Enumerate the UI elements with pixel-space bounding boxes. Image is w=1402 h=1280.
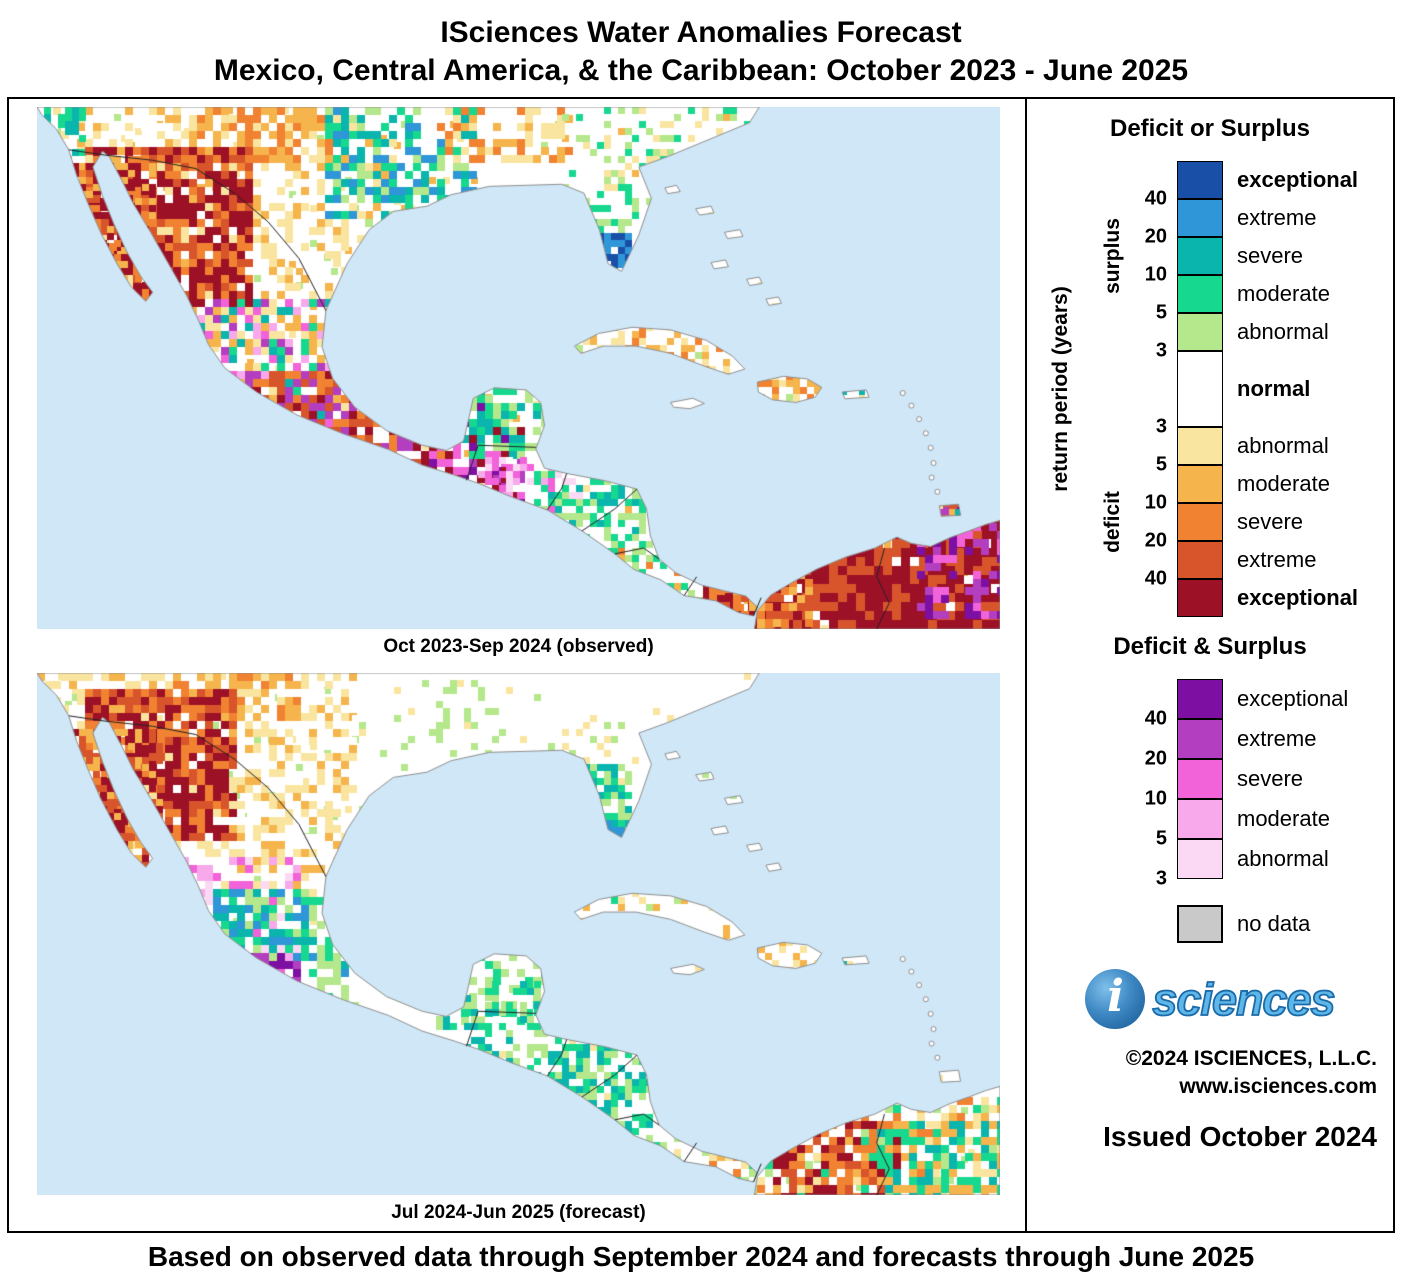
legend-tick-20: 20 (1144, 225, 1167, 248)
legend-swatch-abnormal (1177, 313, 1223, 351)
legend-swatch-extreme (1177, 541, 1223, 579)
legend-label-abnormal: abnormal (1237, 433, 1329, 458)
title-line-2: Mexico, Central America, & the Caribbean… (213, 53, 1189, 87)
no-data-swatch (1177, 905, 1223, 943)
legend-label-moderate: moderate (1237, 806, 1330, 831)
deficit-and-surplus-legend-title: Deficit & Surplus (1113, 633, 1307, 660)
legend-tick-10: 10 (1144, 787, 1167, 810)
deficit-or-surplus-scale: exceptional extreme severe moderate abnormal… (1027, 161, 1393, 617)
logo-i-glyph: i (1107, 970, 1124, 1022)
legend-label-moderate: moderate (1237, 471, 1330, 496)
legend-swatch-exceptional (1177, 579, 1223, 617)
legend-swatch-severe (1177, 759, 1223, 799)
legend-tick-10: 10 (1144, 263, 1167, 286)
copyright-text: ©2024 ISCIENCES, L.L.C. (1125, 1047, 1377, 1070)
observed-map-block: Oct 2023-Sep 2024 (observed) (9, 107, 1025, 665)
legend-swatch-exceptional (1177, 161, 1223, 199)
legend-tick-3: 3 (1155, 339, 1167, 362)
legend-swatch-abnormal (1177, 427, 1223, 465)
legend-label-abnormal: abnormal (1237, 319, 1329, 344)
isciences-logo-text: sciences (1152, 973, 1337, 1025)
content-frame: Oct 2023-Sep 2024 (observed) Jul 2024-Ju… (7, 97, 1395, 1233)
legend-swatch-exceptional (1177, 679, 1223, 719)
observed-map-caption: Oct 2023-Sep 2024 (observed) (383, 636, 654, 657)
deficit-section-label: deficit (1101, 491, 1124, 553)
observed-anomaly-map (37, 107, 1000, 629)
legend-tick-40: 40 (1144, 187, 1167, 210)
title-line-1: ISciences Water Anomalies Forecast (440, 16, 962, 49)
forecast-map-block: Jul 2024-Jun 2025 (forecast) (9, 673, 1025, 1231)
no-data-legend: no data (1027, 905, 1393, 943)
legend-label-exceptional: exceptional (1237, 585, 1359, 610)
legend-swatch-severe (1177, 503, 1223, 541)
legend-label-normal: normal (1237, 376, 1311, 401)
legend-swatch-normal (1177, 351, 1223, 427)
footer-note: Based on observed data through September… (147, 1241, 1255, 1272)
legend-label-severe: severe (1237, 766, 1304, 791)
page-title: ISciences Water Anomalies Forecast Mexic… (0, 0, 1402, 89)
forecast-map-caption: Jul 2024-Jun 2025 (forecast) (391, 1202, 646, 1223)
return-period-axis-label: return period (years) (1049, 286, 1072, 492)
legend-tick-3: 3 (1155, 867, 1167, 890)
no-data-label: no data (1237, 911, 1311, 936)
legend-label-extreme: extreme (1237, 547, 1317, 572)
legend-swatch-extreme (1177, 719, 1223, 759)
legend-label-extreme: extreme (1237, 726, 1317, 751)
deficit-and-surplus-scale: exceptional extreme severe moderate abnormal… (1027, 679, 1393, 890)
deficit-or-surplus-legend-title: Deficit or Surplus (1109, 115, 1311, 142)
legend-label-extreme: extreme (1237, 205, 1317, 230)
legend-label-moderate: moderate (1237, 281, 1330, 306)
legend-tick-5: 5 (1155, 827, 1167, 850)
issued-date: Issued October 2024 (1103, 1121, 1377, 1152)
legend-tick-5: 5 (1155, 301, 1167, 324)
forecast-anomaly-map (37, 673, 1000, 1195)
legend-swatch-moderate (1177, 275, 1223, 313)
legend-label-severe: severe (1237, 243, 1304, 268)
legend-tick-20: 20 (1144, 529, 1167, 552)
legend-swatch-moderate (1177, 465, 1223, 503)
isciences-logo: i sciences (1027, 969, 1393, 1029)
legend-tick-20: 20 (1144, 747, 1167, 770)
legend-label-abnormal: abnormal (1237, 846, 1329, 871)
legend-swatch-moderate (1177, 799, 1223, 839)
maps-column: Oct 2023-Sep 2024 (observed) Jul 2024-Ju… (9, 99, 1027, 1231)
legend-label-severe: severe (1237, 509, 1304, 534)
legend-tick-5: 5 (1155, 453, 1167, 476)
surplus-section-label: surplus (1101, 218, 1124, 294)
website-link[interactable]: www.isciences.com (1179, 1075, 1377, 1098)
legend-swatch-abnormal (1177, 839, 1223, 879)
legend-tick-3: 3 (1155, 415, 1167, 438)
legend-label-exceptional: exceptional (1237, 686, 1349, 711)
legend-tick-10: 10 (1144, 491, 1167, 514)
legend-tick-40: 40 (1144, 707, 1167, 730)
legend-swatch-severe (1177, 237, 1223, 275)
isciences-logo-icon: i (1085, 969, 1146, 1029)
legend-tick-40: 40 (1144, 567, 1167, 590)
legend-label-exceptional: exceptional (1237, 167, 1359, 192)
legend-panel: Deficit or Surplus exceptional extreme sev… (1027, 99, 1393, 1231)
legend-swatch-extreme (1177, 199, 1223, 237)
